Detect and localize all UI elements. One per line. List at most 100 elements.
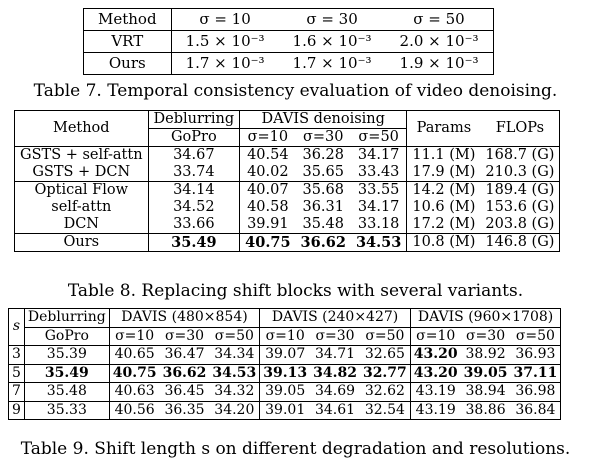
- table-8-header-sigma50: σ=50: [358, 129, 399, 145]
- table-cell: 11.1 (M): [406, 146, 481, 164]
- table-row: 3 35.39 40.65 36.47 34.34 39.07 34.71 32…: [8, 345, 562, 364]
- table-cell: 35.65: [302, 164, 344, 180]
- table-cell: 39.01: [259, 401, 311, 420]
- table-9-header-davis-960: DAVIS (960×1708): [409, 308, 562, 328]
- table-9: s Deblurring DAVIS (480×854) DAVIS (240×…: [8, 308, 562, 420]
- table-cell: 38.92: [465, 346, 506, 362]
- table-8-method: self-attn: [14, 199, 149, 216]
- table-cell: 35.48: [23, 382, 110, 401]
- table-9-header-row-1: s Deblurring DAVIS (480×854) DAVIS (240×…: [8, 308, 562, 346]
- table-cell: 10.6 (M): [406, 199, 481, 216]
- table-9-header-sigma30: σ=30: [466, 327, 506, 344]
- table-7-header-sigma30: σ = 30: [306, 10, 358, 28]
- table-9-header-sigma50: σ=50: [510, 327, 562, 346]
- table-7: Method σ = 10 σ = 30 σ = 50 VRT 1.5 × 10…: [83, 8, 494, 75]
- table-7-header-row: Method σ = 10 σ = 30 σ = 50: [83, 8, 494, 31]
- table-cell: 35.49: [23, 364, 110, 383]
- table-cell: 153.6 (G): [480, 199, 561, 216]
- table-9-header-sigma10: σ=10: [259, 327, 311, 346]
- table-9-s: 9: [8, 401, 25, 420]
- table-cell: 34.20: [214, 401, 255, 418]
- table-cell: 17.2 (M): [406, 216, 481, 234]
- table-cell: 1.7 × 10⁻³: [185, 54, 265, 72]
- table-cell: 40.07: [239, 181, 296, 199]
- table-9-s: 3: [8, 345, 25, 364]
- table-cell: 1.5 × 10⁻³: [185, 32, 265, 50]
- table-7-header-method: Method: [83, 8, 172, 31]
- table-cell: 34.67: [147, 146, 240, 164]
- table-7-header-sigma10: σ = 10: [199, 10, 251, 28]
- table-9-caption: Table 9. Shift length s on different deg…: [0, 439, 591, 459]
- table-7-caption: Table 7. Temporal consistency evaluation…: [33, 81, 558, 101]
- table-cell: 34.14: [147, 181, 240, 199]
- table-cell: 35.33: [23, 401, 110, 420]
- table-9-header-sigma50: σ=50: [365, 327, 405, 344]
- table-cell: 39.05: [259, 382, 311, 401]
- table-9-header-davis-480: DAVIS (480×854): [108, 308, 260, 328]
- table-cell: 36.47: [164, 346, 205, 362]
- table-cell: 33.55: [357, 182, 400, 198]
- table-cell: 43.20: [409, 364, 461, 383]
- table-cell: 210.3 (G): [480, 164, 561, 182]
- table-cell: 36.62: [300, 234, 346, 251]
- table-7-method: VRT: [83, 30, 172, 53]
- table-cell: 33.66: [147, 216, 240, 234]
- table-8-header-row-1: Method Deblurring DAVIS denoising Params…: [14, 110, 561, 147]
- table-row: 5 35.49 40.75 36.62 34.53 39.13 34.82 32…: [8, 364, 562, 383]
- table-8-method: Ours: [14, 233, 149, 252]
- table-cell: 40.02: [239, 164, 296, 182]
- table-9-header-davis-240: DAVIS (240×427): [259, 308, 411, 328]
- table-row: 9 35.33 40.56 36.35 34.20 39.01 34.61 32…: [8, 401, 562, 420]
- table-cell: 37.11: [510, 364, 562, 383]
- table-cell: 14.2 (M): [406, 181, 481, 199]
- table-row: Ours 35.49 40.75 36.62 34.53 10.8 (M) 14…: [14, 233, 561, 252]
- table-cell: 1.7 × 10⁻³: [292, 54, 372, 72]
- table-9-s: 5: [8, 364, 25, 383]
- table-cell: 33.18: [357, 216, 400, 232]
- table-row: GSTS + DCN 33.74 40.02 35.65 33.43 17.9 …: [14, 164, 561, 182]
- table-9-caption-text: Table 9. Shift length s on different deg…: [20, 439, 571, 459]
- table-cell: 17.9 (M): [406, 164, 481, 182]
- table-9-header-deblurring: Deblurring: [23, 308, 110, 328]
- table-9-header-row-2: GoPro σ=10 σ=30 σ=50 σ=10 σ=30 σ=50 σ=10…: [8, 327, 562, 346]
- table-9-s: 7: [8, 382, 25, 401]
- table-cell: 203.8 (G): [480, 216, 561, 234]
- table-cell: 40.58: [239, 199, 296, 216]
- table-cell: 36.31: [302, 199, 344, 215]
- table-8-header-sigma30: σ=30: [303, 129, 344, 145]
- table-cell: 32.77: [362, 364, 407, 381]
- table-row: DCN 33.66 39.91 35.48 33.18 17.2 (M) 203…: [14, 216, 561, 234]
- table-8-header-flops: FLOPs: [480, 110, 561, 147]
- table-cell: 34.52: [147, 199, 240, 216]
- table-8-header-davis: DAVIS denoising: [239, 110, 407, 129]
- table-9-header-sigma30: σ=30: [164, 327, 205, 344]
- table-row: self-attn 34.52 40.58 36.31 34.17 10.6 (…: [14, 199, 561, 216]
- table-9-header-sigma10: σ=10: [108, 327, 160, 346]
- table-row: Optical Flow 34.14 40.07 35.68 33.55 14.…: [14, 181, 561, 199]
- table-cell: 34.32: [214, 383, 255, 399]
- table-cell: 38.94: [465, 383, 506, 399]
- table-cell: 34.71: [314, 346, 356, 362]
- table-cell: 32.65: [364, 346, 405, 362]
- table-cell: 32.62: [364, 383, 405, 399]
- table-cell: 36.35: [164, 401, 205, 418]
- table-8: Method Deblurring DAVIS denoising Params…: [14, 110, 561, 252]
- table-cell: 40.56: [108, 401, 160, 420]
- table-row: GSTS + self-attn 34.67 40.54 36.28 34.17…: [14, 146, 561, 164]
- table-cell: 34.53: [355, 234, 402, 251]
- table-cell: 32.54: [364, 401, 405, 418]
- table-8-header-deblurring: Deblurring: [147, 110, 240, 129]
- table-cell: 33.74: [147, 164, 240, 182]
- table-cell: 40.63: [108, 382, 160, 401]
- table-8-method: GSTS + self-attn: [14, 146, 149, 164]
- table-cell: 34.17: [357, 147, 400, 163]
- table-cell: 43.20: [409, 345, 461, 364]
- table-7-header-sigma50: σ = 50: [385, 8, 494, 31]
- table-cell: 33.43: [357, 164, 400, 180]
- table-8-header-row-2: GoPro σ=10 σ=30 σ=50: [14, 128, 560, 147]
- table-cell: 34.82: [313, 364, 357, 381]
- table-cell: 34.53: [212, 364, 257, 381]
- table-cell: 36.93: [510, 345, 562, 364]
- table-8-method: DCN: [14, 216, 149, 234]
- table-cell: 168.7 (G): [480, 146, 561, 164]
